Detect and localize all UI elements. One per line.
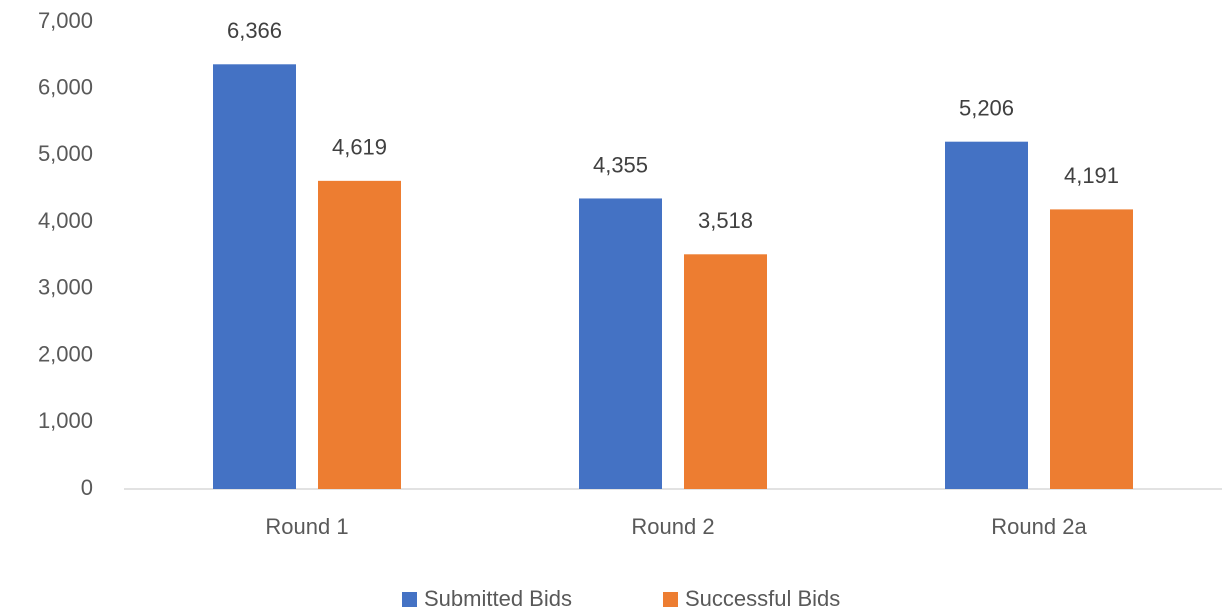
bar [579, 198, 662, 489]
y-tick-label: 6,000 [38, 75, 93, 100]
y-tick-label: 2,000 [38, 341, 93, 366]
bar [213, 64, 296, 489]
x-tick-label: Round 1 [265, 514, 348, 539]
y-tick-label: 4,000 [38, 208, 93, 233]
y-tick-label: 1,000 [38, 408, 93, 433]
x-tick-label: Round 2 [631, 514, 714, 539]
bar [318, 180, 401, 489]
bar [945, 141, 1028, 489]
data-label: 4,191 [1064, 163, 1119, 188]
data-label: 3,518 [698, 208, 753, 233]
y-tick-label: 3,000 [38, 275, 93, 300]
data-label: 6,366 [227, 18, 282, 43]
bar [1050, 209, 1133, 489]
legend-swatch [663, 592, 678, 607]
y-tick-label: 5,000 [38, 141, 93, 166]
legend-swatch [402, 592, 417, 607]
data-label: 4,619 [332, 135, 387, 160]
legend-label: Successful Bids [685, 586, 840, 611]
legend-label: Submitted Bids [424, 586, 572, 611]
x-tick-label: Round 2a [991, 514, 1087, 539]
y-tick-label: 0 [81, 475, 93, 500]
y-tick-label: 7,000 [38, 8, 93, 33]
bar [684, 254, 767, 489]
data-label: 5,206 [959, 95, 1014, 120]
data-label: 4,355 [593, 152, 648, 177]
